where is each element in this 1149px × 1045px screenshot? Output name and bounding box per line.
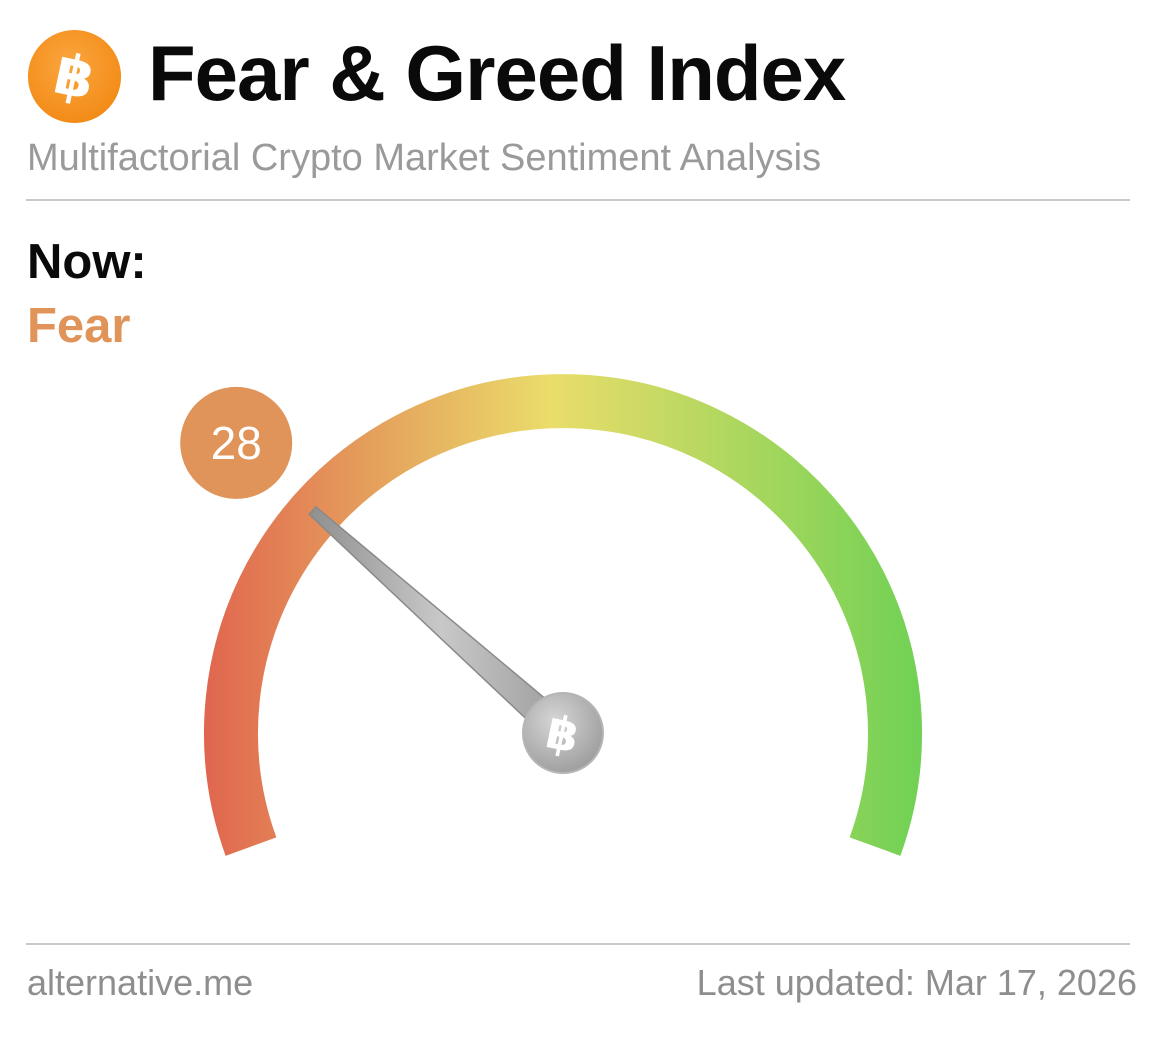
page-subtitle: Multifactorial Crypto Market Sentiment A… <box>27 137 822 179</box>
now-label: Now: <box>27 235 147 289</box>
bitcoin-icon: ฿ <box>27 29 122 124</box>
value-badge: 28 <box>180 386 293 499</box>
gauge-hub: ฿ <box>522 692 604 774</box>
gauge-arc <box>204 374 922 856</box>
last-updated: Last updated: Mar 17, 2026 <box>696 962 1137 1003</box>
value-label: 28 <box>211 417 262 469</box>
divider-top <box>26 199 1130 201</box>
divider-bottom <box>26 943 1130 945</box>
page-title: Fear & Greed Index <box>148 29 846 117</box>
now-classification: Fear <box>27 299 131 353</box>
header: ฿ Fear & Greed Index <box>26 22 1130 124</box>
source-link[interactable]: alternative.me <box>27 962 254 1003</box>
